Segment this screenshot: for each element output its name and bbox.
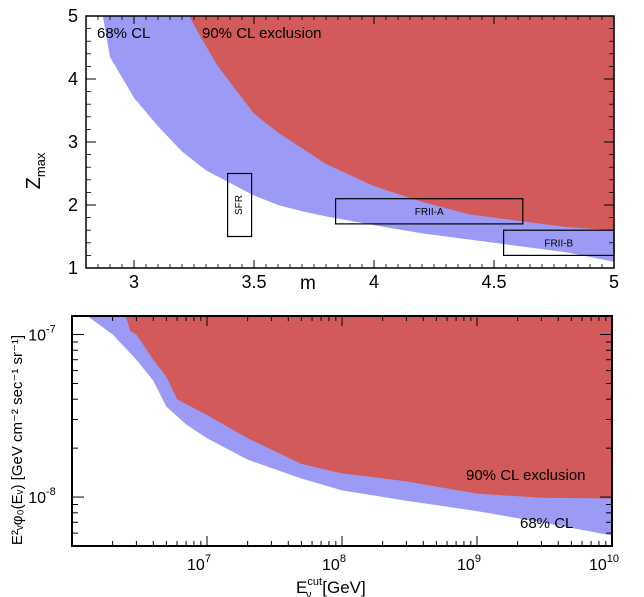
top-axis-tick-labels: 3 3.5 4 4.5 5 1 2 3 4 5 (68, 6, 619, 292)
top-x-tick-label: 5 (609, 272, 619, 292)
bottom-axis-ticks (71, 316, 613, 547)
top-x-axis-label: m (300, 273, 316, 294)
bottom-x-tick-label: 109 (457, 553, 481, 574)
bottom-x-axis-label-main: E (296, 578, 307, 597)
bottom-fill-layer (87, 316, 613, 536)
bottom-x-tick-label: 107 (187, 553, 211, 574)
top-highlight-boxes: SFR FRII-A FRII-B (227, 172, 615, 256)
box-sfr (227, 172, 253, 238)
top-y-tick-label: 5 (68, 6, 78, 26)
top-y-tick-label: 3 (68, 132, 78, 152)
bottom-label-90cl-exclusion: 90% CL exclusion (466, 467, 586, 484)
top-fill-layer (102, 16, 615, 262)
box-label-frii-b: FRII-B (544, 238, 573, 249)
box-frii-a (335, 198, 524, 225)
bottom-y-axis-label: E²ᵥφ₀(Eᵥ) [GeV cm⁻² sec⁻¹ sr⁻¹] (9, 335, 26, 545)
top-y-axis-label: Zmax (23, 152, 48, 189)
bottom-x-axis-label: Ecut ν [GeV] (296, 576, 366, 597)
bottom-x-axis-label-sup: cut (307, 576, 322, 588)
bottom-x-axis-label-unit: [GeV] (318, 578, 366, 597)
bottom-x-tick-label: 108 (322, 553, 346, 574)
top-y-tick-label: 2 (68, 195, 78, 215)
top-axis-ticks (86, 15, 615, 269)
top-y-axis-label-main: Z (23, 177, 45, 189)
top-label-90cl-exclusion: 90% CL exclusion (202, 25, 322, 42)
top-label-68cl: 68% CL (97, 25, 150, 42)
box-label-frii-a: FRII-A (415, 207, 444, 218)
top-y-tick-label: 1 (68, 258, 78, 278)
bottom-label-68cl: 68% CL (520, 515, 573, 532)
top-90cl-exclusion-region (189, 16, 614, 231)
bottom-axis-tick-labels: 107 108 109 1010 10-8 10-7 (28, 324, 619, 574)
bottom-y-tick-label: 10-7 (28, 324, 56, 345)
bottom-x-tick-label: 1010 (589, 553, 619, 574)
bottom-y-tick-label: 10-8 (28, 486, 56, 507)
top-y-tick-label: 4 (68, 69, 78, 89)
top-panel: SFR FRII-A FRII-B 3 3.5 4 4.5 5 1 2 3 4 5 68% CL 90… (23, 6, 619, 294)
top-y-axis-label-sub: max (33, 152, 48, 177)
top-x-tick-label: 3 (129, 272, 139, 292)
box-label-sfr: SFR (234, 195, 245, 215)
top-x-tick-label: 4 (369, 272, 379, 292)
top-x-tick-label: 4.5 (481, 272, 506, 292)
top-x-tick-label: 3.5 (241, 272, 266, 292)
bottom-90cl-exclusion-region (125, 316, 613, 499)
bottom-x-axis-label-sub: ν (306, 589, 312, 597)
bottom-panel: 107 108 109 1010 10-8 10-7 90% CL exclusion 6… (9, 315, 619, 597)
